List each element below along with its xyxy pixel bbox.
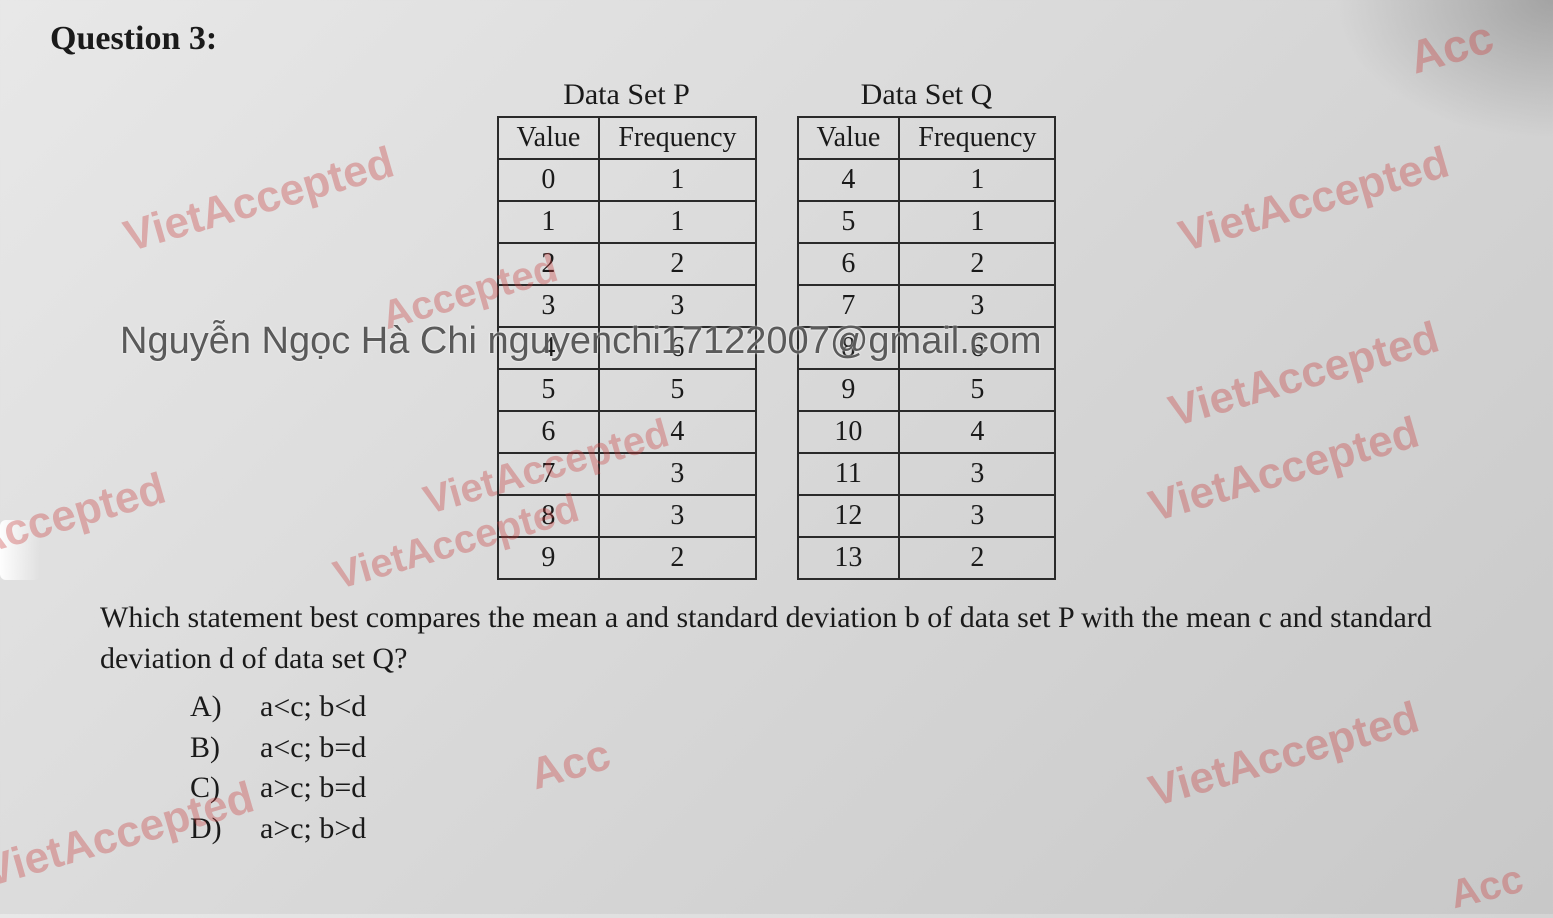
table-p: Value Frequency 01112233465564738392 bbox=[497, 116, 757, 580]
table-cell: 1 bbox=[498, 201, 600, 243]
table-row: 64 bbox=[498, 411, 756, 453]
option-b: B) a<c; b=d bbox=[190, 728, 1513, 769]
table-cell: 7 bbox=[798, 285, 900, 327]
table-q-col1: Value bbox=[798, 117, 900, 159]
table-cell: 8 bbox=[498, 495, 600, 537]
table-cell: 1 bbox=[899, 201, 1055, 243]
table-p-body: 01112233465564738392 bbox=[498, 159, 756, 579]
table-cell: 9 bbox=[498, 537, 600, 579]
table-cell: 2 bbox=[599, 537, 755, 579]
table-cell: 6 bbox=[798, 243, 900, 285]
table-cell: 5 bbox=[498, 369, 600, 411]
table-p-col1: Value bbox=[498, 117, 600, 159]
table-cell: 3 bbox=[899, 285, 1055, 327]
table-cell: 11 bbox=[798, 453, 900, 495]
table-q-col2: Frequency bbox=[899, 117, 1055, 159]
table-row: 73 bbox=[498, 453, 756, 495]
table-row: 132 bbox=[798, 537, 1056, 579]
option-b-letter: B) bbox=[190, 728, 230, 769]
table-row: 104 bbox=[798, 411, 1056, 453]
table-cell: 6 bbox=[599, 327, 755, 369]
table-cell: 1 bbox=[899, 159, 1055, 201]
table-row: 55 bbox=[498, 369, 756, 411]
table-q-block: Data Set Q Value Frequency 4151627386951… bbox=[797, 78, 1057, 580]
table-cell: 8 bbox=[798, 327, 900, 369]
table-cell: 3 bbox=[599, 453, 755, 495]
table-row: 113 bbox=[798, 453, 1056, 495]
table-q-body: 415162738695104113123132 bbox=[798, 159, 1056, 579]
table-row: 62 bbox=[798, 243, 1056, 285]
options-list: A) a<c; b<d B) a<c; b=d C) a>c; b=d D) a… bbox=[190, 687, 1513, 849]
option-a-text: a<c; b<d bbox=[260, 687, 366, 728]
table-cell: 4 bbox=[599, 411, 755, 453]
table-row: 22 bbox=[498, 243, 756, 285]
table-q: Value Frequency 415162738695104113123132 bbox=[797, 116, 1057, 580]
question-label: Question 3: bbox=[50, 20, 1513, 58]
table-row: 73 bbox=[798, 285, 1056, 327]
table-cell: 12 bbox=[798, 495, 900, 537]
table-cell: 5 bbox=[599, 369, 755, 411]
table-row: 41 bbox=[798, 159, 1056, 201]
table-p-block: Data Set P Value Frequency 0111223346556… bbox=[497, 78, 757, 580]
table-cell: 4 bbox=[498, 327, 600, 369]
table-cell: 10 bbox=[798, 411, 900, 453]
option-a-letter: A) bbox=[190, 687, 230, 728]
table-cell: 2 bbox=[899, 243, 1055, 285]
table-row: 92 bbox=[498, 537, 756, 579]
option-b-text: a<c; b=d bbox=[260, 728, 366, 769]
tables-container: Data Set P Value Frequency 0111223346556… bbox=[40, 78, 1513, 580]
table-cell: 13 bbox=[798, 537, 900, 579]
option-c: C) a>c; b=d bbox=[190, 768, 1513, 809]
option-d-text: a>c; b>d bbox=[260, 809, 366, 850]
table-cell: 2 bbox=[498, 243, 600, 285]
table-cell: 3 bbox=[899, 453, 1055, 495]
question-body: Which statement best compares the mean a… bbox=[100, 598, 1493, 679]
table-cell: 2 bbox=[599, 243, 755, 285]
option-c-text: a>c; b=d bbox=[260, 768, 366, 809]
table-cell: 0 bbox=[498, 159, 600, 201]
table-cell: 1 bbox=[599, 201, 755, 243]
option-a: A) a<c; b<d bbox=[190, 687, 1513, 728]
table-row: 83 bbox=[498, 495, 756, 537]
table-cell: 7 bbox=[498, 453, 600, 495]
table-cell: 1 bbox=[599, 159, 755, 201]
table-cell: 9 bbox=[798, 369, 900, 411]
table-row: 86 bbox=[798, 327, 1056, 369]
table-p-caption: Data Set P bbox=[563, 78, 690, 112]
option-c-letter: C) bbox=[190, 768, 230, 809]
table-cell: 3 bbox=[599, 285, 755, 327]
option-d-letter: D) bbox=[190, 809, 230, 850]
table-q-caption: Data Set Q bbox=[861, 78, 993, 112]
table-cell: 5 bbox=[899, 369, 1055, 411]
table-row: 01 bbox=[498, 159, 756, 201]
watermark: Acc bbox=[1445, 857, 1527, 918]
table-row: 95 bbox=[798, 369, 1056, 411]
table-cell: 6 bbox=[498, 411, 600, 453]
table-cell: 2 bbox=[899, 537, 1055, 579]
table-row: 46 bbox=[498, 327, 756, 369]
option-d: D) a>c; b>d bbox=[190, 809, 1513, 850]
table-row: 33 bbox=[498, 285, 756, 327]
table-cell: 6 bbox=[899, 327, 1055, 369]
table-cell: 4 bbox=[899, 411, 1055, 453]
table-p-col2: Frequency bbox=[599, 117, 755, 159]
table-row: 123 bbox=[798, 495, 1056, 537]
table-cell: 3 bbox=[599, 495, 755, 537]
table-cell: 4 bbox=[798, 159, 900, 201]
table-row: 51 bbox=[798, 201, 1056, 243]
table-row: 11 bbox=[498, 201, 756, 243]
table-cell: 3 bbox=[899, 495, 1055, 537]
table-cell: 3 bbox=[498, 285, 600, 327]
table-cell: 5 bbox=[798, 201, 900, 243]
